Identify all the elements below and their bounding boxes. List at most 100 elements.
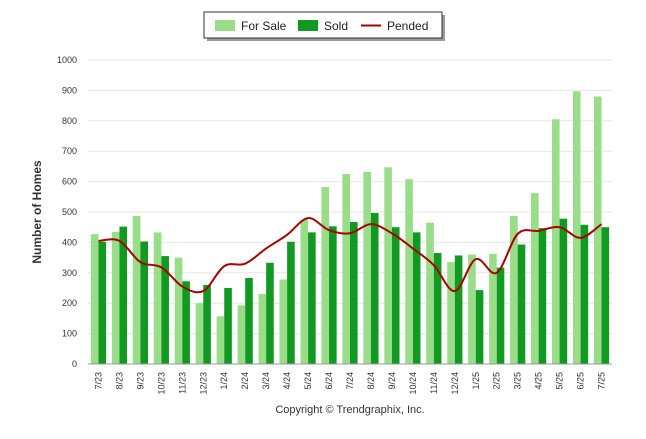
- x-axis-ticks: 7/23 8/23 9/23 10/23 11/23 12/23 1/24 2/24 3/24 4…: [93, 372, 606, 395]
- bar-for-sale: [384, 167, 392, 364]
- y-tick-label: 1000: [57, 55, 77, 65]
- y-tick-label: 200: [62, 298, 77, 308]
- bar-for-sale: [111, 231, 120, 364]
- y-tick-label: 400: [62, 237, 77, 247]
- bar-for-sale: [321, 187, 330, 364]
- bar-for-sale: [426, 222, 434, 364]
- x-tick-label: 6/24: [324, 372, 334, 390]
- bar-for-sale: [363, 171, 371, 364]
- bar-sold: [98, 241, 107, 364]
- x-tick-label: 5/24: [303, 372, 313, 390]
- legend-label-for-sale: For Sale: [241, 19, 287, 33]
- bar-sold: [412, 232, 421, 364]
- x-tick-label: 3/24: [261, 372, 271, 390]
- bar-for-sale: [342, 174, 350, 364]
- x-tick-label: 10/24: [408, 372, 418, 395]
- x-tick-label: 2/24: [240, 372, 250, 390]
- bar-for-sale: [195, 303, 204, 364]
- bar-sold: [119, 226, 128, 364]
- bar-sold: [140, 241, 148, 364]
- pended-line-layer: [98, 217, 603, 294]
- bar-sold: [182, 281, 190, 364]
- legend-label-pended: Pended: [387, 19, 428, 33]
- legend-swatch-sold: [298, 20, 318, 31]
- x-tick-label: 1/25: [471, 372, 481, 390]
- x-tick-label: 8/24: [366, 372, 376, 390]
- x-tick-label: 11/23: [177, 372, 187, 394]
- y-tick-label: 700: [62, 146, 77, 156]
- bar-sold: [454, 255, 463, 364]
- x-tick-label: 5/25: [555, 372, 565, 390]
- bar-sold: [224, 288, 232, 364]
- bar-sold: [266, 262, 274, 364]
- bar-sold: [287, 241, 295, 364]
- bar-sold: [329, 226, 337, 364]
- bar-sold: [308, 232, 316, 364]
- x-tick-label: 10/23: [156, 372, 166, 395]
- bar-sold: [161, 256, 169, 364]
- x-tick-label: 2/25: [492, 372, 502, 390]
- legend-swatch-for-sale: [215, 20, 235, 31]
- bar-for-sale: [468, 254, 476, 364]
- bar-for-sale: [237, 305, 246, 364]
- pended-line: [98, 217, 603, 294]
- bar-for-sale: [531, 193, 539, 364]
- x-tick-label: 3/25: [513, 372, 523, 390]
- x-tick-label: 7/24: [345, 372, 355, 390]
- bar-sold: [370, 212, 379, 364]
- y-axis-ticks: 0 100 200 300 400 500 600 700 800 900 1000: [57, 55, 77, 369]
- legend-label-sold: Sold: [324, 19, 348, 33]
- y-tick-label: 600: [62, 177, 77, 187]
- y-axis-label: Number of Homes: [30, 160, 44, 264]
- bar-sold: [601, 227, 610, 364]
- bar-sold: [391, 227, 400, 364]
- x-tick-label: 4/25: [534, 372, 544, 390]
- x-tick-label: 7/25: [597, 372, 607, 390]
- bar-for-sale: [90, 234, 99, 364]
- x-tick-label: 4/24: [282, 372, 292, 390]
- y-tick-label: 500: [62, 207, 77, 217]
- x-tick-label: 12/23: [198, 372, 208, 395]
- bar-for-sale: [489, 253, 497, 364]
- bar-for-sale: [447, 262, 455, 364]
- x-tick-label: 9/24: [387, 372, 397, 390]
- bar-sold: [559, 218, 568, 364]
- bar-sold: [203, 284, 211, 364]
- bar-for-sale: [279, 279, 288, 364]
- bar-for-sale: [258, 294, 267, 364]
- y-tick-label: 900: [62, 85, 77, 95]
- bar-for-sale: [572, 91, 581, 364]
- bar-sold: [350, 222, 358, 364]
- y-tick-label: 300: [62, 268, 77, 278]
- bar-for-sale: [405, 179, 413, 364]
- legend-box: [203, 11, 443, 39]
- bar-sold: [580, 224, 589, 364]
- bar-sold: [517, 244, 526, 364]
- y-tick-label: 0: [72, 359, 77, 369]
- bar-for-sale: [132, 215, 141, 364]
- x-tick-label: 9/23: [135, 372, 145, 390]
- bar-for-sale: [153, 232, 162, 364]
- y-tick-label: 100: [62, 329, 77, 339]
- x-tick-label: 8/23: [114, 372, 124, 390]
- x-tick-label: 7/23: [93, 372, 103, 390]
- bar-for-sale: [552, 119, 560, 364]
- bar-sold: [245, 277, 253, 364]
- bar-sold: [496, 267, 505, 364]
- bar-for-sale: [300, 219, 309, 364]
- x-tick-label: 11/24: [429, 372, 439, 394]
- x-tick-label: 6/25: [576, 372, 586, 390]
- bar-sold: [538, 228, 547, 364]
- bar-for-sale: [593, 96, 602, 364]
- bar-sold: [433, 253, 442, 364]
- y-tick-label: 800: [62, 116, 77, 126]
- bar-for-sale: [216, 316, 225, 364]
- bar-for-sale: [510, 215, 518, 364]
- bar-sold: [475, 290, 484, 364]
- bars: [90, 91, 610, 364]
- x-tick-label: 1/24: [219, 372, 229, 390]
- copyright-credit: Copyright © Trendgraphix, Inc.: [275, 404, 424, 416]
- legend: For Sale Sold Pended: [203, 11, 445, 41]
